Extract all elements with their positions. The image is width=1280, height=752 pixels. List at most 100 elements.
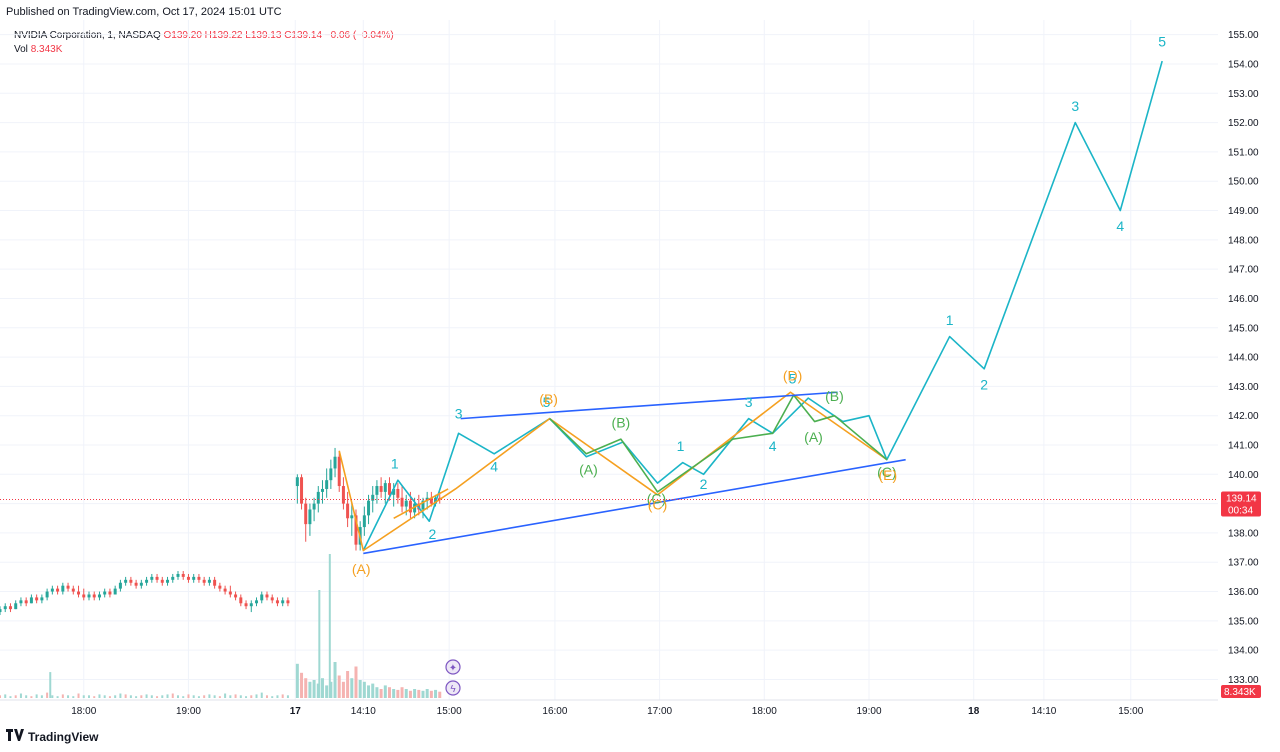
- candle-body: [61, 585, 65, 592]
- volume-bar: [67, 695, 70, 698]
- y-tick-label: 149.00: [1228, 206, 1259, 217]
- candle-body: [239, 597, 243, 604]
- volume-bar: [9, 696, 12, 698]
- wave-label: (B): [612, 414, 631, 430]
- candle-body: [429, 497, 433, 504]
- volume-bar: [56, 696, 59, 698]
- candle-body: [8, 606, 12, 610]
- volume-bar: [354, 666, 358, 698]
- candle-body: [346, 503, 350, 519]
- candle-body: [50, 588, 54, 592]
- candle-body: [375, 486, 379, 495]
- published-caption: Published on TradingView.com, Oct 17, 20…: [6, 6, 282, 18]
- price-axis[interactable]: 133.00 134.00 135.00 136.00 137.00 138.00 139.…: [1221, 30, 1261, 698]
- volume-bar: [375, 687, 379, 698]
- candle-body: [108, 591, 112, 595]
- last-volume-tag: [1221, 685, 1261, 698]
- y-tick-label: 150.00: [1228, 177, 1259, 188]
- brand-label: TradingView: [28, 729, 99, 744]
- volume-bar: [218, 696, 221, 698]
- wave-label: 1: [391, 455, 399, 471]
- volume-bar: [87, 695, 90, 698]
- volume-bar: [35, 694, 38, 698]
- candle-body: [421, 500, 425, 510]
- candle-body: [354, 515, 358, 545]
- chart-overlays: ✦ϟ: [0, 499, 1218, 696]
- volume-bar: [346, 671, 350, 698]
- volume-bar: [49, 672, 52, 698]
- candle-body: [295, 477, 299, 487]
- x-tick-label: 19:00: [176, 706, 201, 717]
- symbol-label: NVIDIA Corporation, 1, NASDAQ: [14, 30, 161, 41]
- y-tick-label: 152.00: [1228, 118, 1259, 129]
- y-tick-label: 141.00: [1228, 441, 1259, 452]
- candle-body: [396, 488, 400, 498]
- volume-bar: [40, 695, 43, 698]
- last-volume-label: 8.343K: [1224, 687, 1256, 698]
- y-tick-label: 143.00: [1228, 382, 1259, 393]
- candle-body: [275, 600, 279, 604]
- candle-body: [124, 579, 128, 583]
- candle-body: [197, 576, 201, 580]
- y-tick-label: 133.00: [1228, 675, 1259, 686]
- volume-bar: [276, 695, 279, 698]
- candle-body: [270, 597, 274, 601]
- volume-bar: [14, 695, 17, 698]
- wave-label: 1: [946, 312, 954, 328]
- wave-label: 5: [543, 394, 551, 410]
- volume-bar: [103, 695, 106, 698]
- volume-bar: [417, 689, 421, 698]
- candle-body: [286, 600, 290, 604]
- candle-body: [350, 515, 354, 519]
- wave-label: (D): [783, 368, 802, 384]
- y-tick-label: 140.00: [1228, 470, 1259, 481]
- volume-bar: [156, 696, 159, 698]
- candlesticks: [0, 447, 442, 615]
- candle-body: [400, 497, 404, 507]
- volume-bar: [114, 695, 117, 698]
- volume-bars: [0, 554, 442, 698]
- volume-bar: [208, 694, 211, 698]
- close-value: C139.14: [284, 30, 323, 41]
- volume-bar: [239, 695, 242, 698]
- candle-body: [186, 576, 190, 580]
- volume-bar: [367, 685, 371, 698]
- wave-label: 3: [1071, 98, 1079, 114]
- y-tick-label: 137.00: [1228, 558, 1259, 569]
- time-axis[interactable]: 18:00 19:00 17 14:10 15:00 16:00 17:00 18:00 19:…: [0, 699, 1218, 717]
- volume-bar: [119, 693, 122, 698]
- volume-bar: [316, 683, 320, 698]
- x-tick-label: 16:00: [542, 706, 567, 717]
- candle-body: [312, 503, 316, 510]
- volume-bar: [234, 694, 237, 698]
- y-tick-label: 134.00: [1228, 646, 1259, 657]
- volume-bar: [93, 696, 96, 698]
- y-tick-label: 154.00: [1228, 59, 1259, 70]
- candle-body: [325, 480, 329, 489]
- volume-bar: [255, 694, 258, 698]
- footer: TradingView: [6, 729, 98, 744]
- volume-bar: [19, 693, 22, 698]
- candle-body: [19, 600, 23, 604]
- wave-label: 4: [490, 458, 498, 474]
- volume-bar: [371, 683, 375, 698]
- candle-body: [207, 579, 211, 583]
- y-tick-label: 153.00: [1228, 89, 1259, 100]
- candle-body: [265, 594, 269, 598]
- y-tick-label: 146.00: [1228, 294, 1259, 305]
- volume-bar: [400, 687, 404, 698]
- candle-body: [176, 573, 180, 577]
- x-tick-label: 14:10: [351, 706, 376, 717]
- candle-body: [3, 606, 7, 610]
- candle-body: [118, 582, 122, 589]
- candle-body: [337, 456, 341, 487]
- volume-bar: [129, 695, 132, 698]
- candle-body: [329, 468, 333, 481]
- candle-body: [103, 591, 107, 595]
- candle-body: [316, 491, 320, 504]
- volume-value: 8.343K: [30, 44, 63, 55]
- candle-body: [134, 582, 138, 586]
- chart-grid: [0, 20, 1218, 700]
- candle-body: [213, 579, 217, 586]
